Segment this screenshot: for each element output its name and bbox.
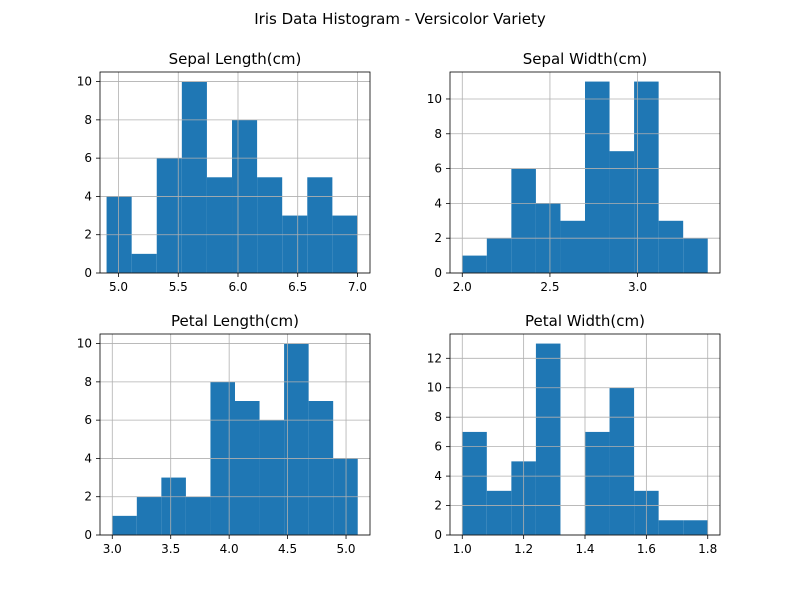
- sepal-length-bar-4: [206, 177, 233, 273]
- sepal-length-bar-7: [282, 215, 308, 273]
- sepal-width-ytick-label-0: 0: [434, 266, 442, 280]
- panel-sepal-width: 2.0 2.5 3.0 0 2 4 6 8 10 Sepal Width(cm): [427, 50, 721, 294]
- sepal-length-xtick-label-1: 5.5: [169, 280, 188, 294]
- petal-length-axes-frame: [99, 333, 371, 536]
- petal-length-xtick-label-2: 4.0: [220, 542, 239, 556]
- sepal-width-ytick-label-1: 2: [434, 231, 442, 245]
- petal-length-bar-5: [235, 401, 260, 535]
- petal-width-xtick-label-3: 1.6: [637, 542, 656, 556]
- sepal-length-bar-6: [257, 177, 283, 273]
- petal-length-bar-1: [136, 496, 162, 535]
- sepal-length-bar-3: [181, 81, 207, 273]
- petal-length-bar-3: [185, 496, 211, 535]
- petal-length-bar-0: [112, 515, 137, 535]
- petal-length-ytick-label-4: 8: [84, 375, 92, 389]
- petal-width-xtick-label-1: 1.2: [514, 542, 533, 556]
- sepal-width-bar-9: [683, 238, 708, 273]
- petal-width-bar-6: [609, 387, 635, 535]
- sepal-width-ytick-label-5: 10: [427, 92, 442, 106]
- sepal-width-bar-4: [560, 220, 585, 273]
- sepal-length-ytick-label-5: 10: [77, 75, 92, 89]
- petal-width-xtick-label-0: 1.0: [453, 542, 472, 556]
- sepal-width-bar-0: [462, 255, 487, 273]
- petal-width-ytick-label-0: 0: [434, 528, 442, 542]
- sepal-width-bar-6: [609, 151, 635, 273]
- petal-width-bar-9: [683, 520, 708, 535]
- sepal-width-xtick-label-0: 2.0: [453, 280, 472, 294]
- petal-length-ytick-label-0: 0: [84, 528, 92, 542]
- sepal-width-bar-5: [585, 81, 610, 273]
- sepal-width-bar-1: [486, 238, 512, 273]
- petal-width-xtick-label-2: 1.4: [575, 542, 594, 556]
- sepal-length-axes-frame: [99, 71, 371, 274]
- panel-petal-width: 1.0 1.2 1.4 1.6 1.8 0 2 4 6 8 10 12 Petal Width(cm): [427, 312, 721, 556]
- sepal-width-bar-2: [511, 168, 536, 273]
- figure-title: Iris Data Histogram - Versicolor Variety: [254, 10, 546, 28]
- sepal-length-bar-8: [307, 177, 333, 273]
- petal-length-ytick-label-1: 2: [84, 490, 92, 504]
- sepal-width-xtick-label-1: 2.5: [540, 280, 559, 294]
- petal-length-bar-2: [161, 477, 186, 535]
- petal-width-ytick-label-4: 8: [434, 410, 442, 424]
- petal-length-ytick-label-5: 10: [77, 337, 92, 351]
- sepal-length-xtick-label-2: 6.0: [228, 280, 247, 294]
- petal-width-bar-1: [486, 490, 512, 535]
- petal-width-bar-0: [462, 431, 487, 535]
- petal-length-title: Petal Length(cm): [171, 312, 299, 330]
- sepal-length-xtick-label-4: 7.0: [348, 280, 367, 294]
- petal-length-xtick-label-1: 3.5: [161, 542, 180, 556]
- petal-width-bar-3: [535, 343, 561, 535]
- sepal-width-bar-8: [658, 220, 684, 273]
- petal-length-bar-8: [308, 401, 334, 535]
- sepal-length-xtick-label-0: 5.0: [109, 280, 128, 294]
- sepal-length-ytick-label-0: 0: [84, 266, 92, 280]
- petal-length-xtick-label-4: 5.0: [336, 542, 355, 556]
- sepal-width-title: Sepal Width(cm): [523, 50, 648, 68]
- petal-width-ytick-label-1: 2: [434, 499, 442, 513]
- sepal-length-bar-9: [332, 215, 358, 273]
- sepal-length-bar-2: [156, 158, 182, 273]
- petal-width-ytick-label-6: 12: [427, 351, 442, 365]
- panel-sepal-length: 5.0 5.5 6.0 6.5 7.0 0 2 4 6 8 10 Sepal Length(cm): [77, 50, 371, 294]
- petal-length-ytick-label-3: 6: [84, 413, 92, 427]
- sepal-width-ytick-label-3: 6: [434, 162, 442, 176]
- petal-width-bar-5: [585, 431, 610, 535]
- sepal-length-ytick-label-1: 2: [84, 228, 92, 242]
- petal-width-ytick-label-5: 10: [427, 381, 442, 395]
- sepal-width-axes-frame: [449, 71, 721, 274]
- sepal-width-ytick-label-2: 4: [434, 196, 442, 210]
- petal-length-bar-7: [284, 343, 309, 535]
- panel-petal-length: 3.0 3.5 4.0 4.5 5.0 0 2 4 6 8 10 Petal Length(cm): [77, 312, 371, 556]
- sepal-length-ytick-label-4: 8: [84, 113, 92, 127]
- sepal-length-ytick-label-2: 4: [84, 189, 92, 203]
- petal-length-bar-6: [259, 420, 285, 535]
- petal-width-ytick-label-2: 4: [434, 469, 442, 483]
- petal-width-ytick-label-3: 6: [434, 440, 442, 454]
- petal-length-xtick-label-3: 4.5: [278, 542, 297, 556]
- petal-length-xtick-label-0: 3.0: [103, 542, 122, 556]
- sepal-length-ytick-label-3: 6: [84, 151, 92, 165]
- petal-length-ytick-label-2: 4: [84, 451, 92, 465]
- petal-width-title: Petal Width(cm): [525, 312, 645, 330]
- sepal-length-xtick-label-3: 6.5: [288, 280, 307, 294]
- sepal-length-bar-1: [131, 253, 157, 273]
- sepal-length-title: Sepal Length(cm): [169, 50, 302, 68]
- petal-width-bar-8: [658, 520, 684, 535]
- sepal-width-xtick-label-2: 3.0: [628, 280, 647, 294]
- sepal-width-bar-7: [634, 81, 659, 273]
- sepal-width-ytick-label-4: 8: [434, 127, 442, 141]
- petal-width-xtick-label-4: 1.8: [698, 542, 717, 556]
